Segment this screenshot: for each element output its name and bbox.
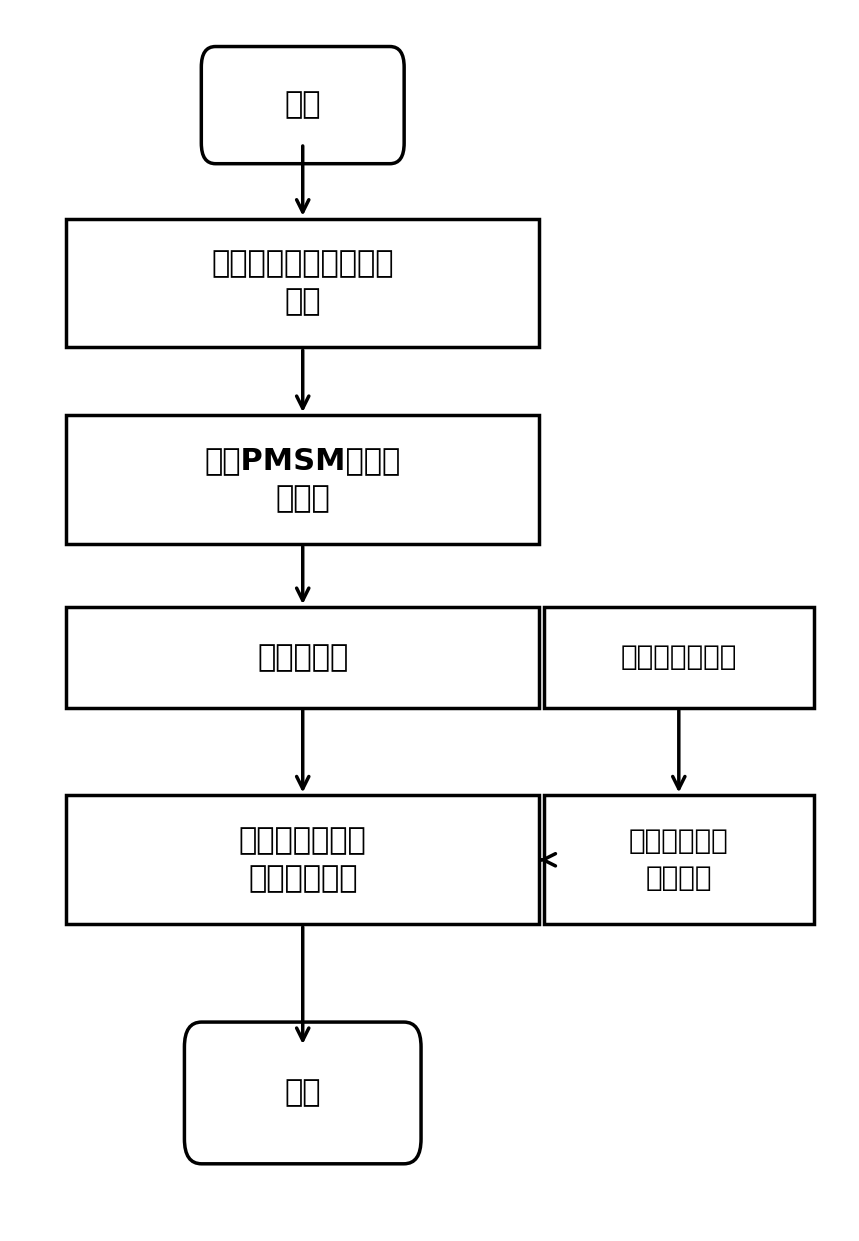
Text: 设计干扰观测器: 设计干扰观测器 (620, 643, 737, 671)
Text: 设计自适应变速指数趋
近律: 设计自适应变速指数趋 近律 (211, 249, 394, 316)
FancyBboxPatch shape (201, 46, 404, 164)
FancyBboxPatch shape (185, 1023, 421, 1164)
Bar (66, 414, 539, 544)
Bar (66, 607, 539, 707)
Text: 负载及参数扰
动观测值: 负载及参数扰 动观测值 (629, 828, 728, 892)
Bar (544, 607, 814, 707)
Bar (66, 218, 539, 347)
Bar (66, 795, 539, 925)
Text: 开始: 开始 (284, 91, 321, 119)
Text: 自适应非奇异终
端滑模控制器: 自适应非奇异终 端滑模控制器 (239, 827, 367, 894)
Text: 选取PMSM系统状
态变量: 选取PMSM系统状 态变量 (204, 446, 401, 513)
Text: 结束: 结束 (284, 1078, 321, 1107)
Bar (544, 795, 814, 925)
Text: 设计滑模面: 设计滑模面 (257, 643, 349, 671)
